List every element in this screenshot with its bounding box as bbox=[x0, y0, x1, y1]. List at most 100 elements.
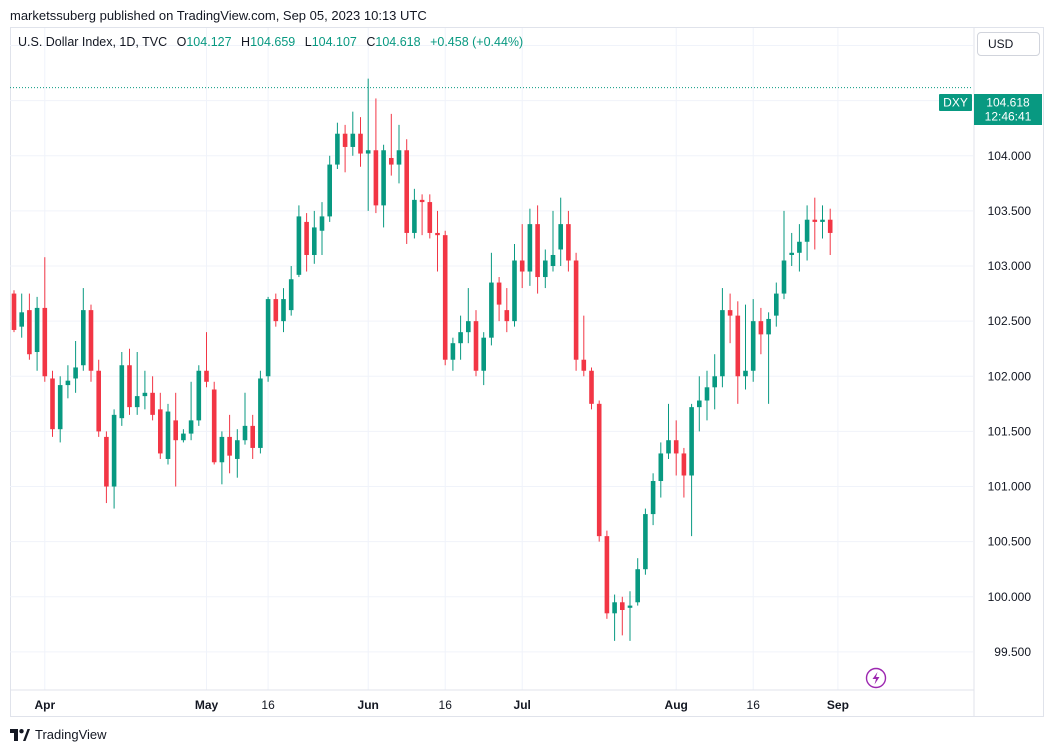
candle-body bbox=[727, 310, 733, 316]
candle-body bbox=[134, 396, 140, 408]
candle-body bbox=[635, 569, 640, 603]
candle-body bbox=[188, 420, 194, 434]
candle-body bbox=[181, 433, 186, 441]
candle-body bbox=[427, 202, 433, 233]
candle-body bbox=[219, 436, 225, 463]
candle-body bbox=[781, 260, 787, 294]
candle-body bbox=[435, 232, 440, 236]
x-tick-label: Apr bbox=[34, 698, 55, 712]
candle-body bbox=[288, 279, 294, 311]
y-tick-label: 103.000 bbox=[988, 259, 1032, 273]
candle-body bbox=[119, 365, 125, 419]
candle-body bbox=[573, 260, 579, 360]
candle-body bbox=[258, 378, 263, 448]
candle-body bbox=[550, 254, 556, 267]
legend-high-value: 104.659 bbox=[250, 35, 296, 49]
ticker-tag: DXY bbox=[943, 96, 968, 110]
candle-body bbox=[273, 299, 279, 322]
legend-low-value: 104.107 bbox=[311, 35, 357, 49]
ticker-tag-bg bbox=[939, 94, 972, 111]
legend-low-label: L bbox=[304, 35, 312, 49]
candle-body bbox=[473, 321, 479, 371]
legend-high-label: H bbox=[241, 35, 251, 49]
y-tick-label: 101.000 bbox=[988, 480, 1032, 494]
candle-body bbox=[673, 440, 679, 454]
candle-body bbox=[42, 307, 48, 377]
candle-body bbox=[735, 315, 741, 377]
x-tick-label: May bbox=[195, 698, 219, 712]
candle-body bbox=[589, 370, 594, 404]
candle-body bbox=[281, 299, 286, 322]
x-tick-label: 16 bbox=[747, 698, 761, 712]
candle-body bbox=[327, 164, 332, 217]
candle-body bbox=[419, 199, 425, 203]
candle-body bbox=[204, 370, 209, 382]
candle-body bbox=[804, 219, 810, 242]
candle-body bbox=[797, 241, 802, 253]
candle-body bbox=[766, 318, 771, 335]
candle-body bbox=[358, 133, 363, 154]
candle-body bbox=[111, 414, 117, 487]
candle-body bbox=[304, 221, 309, 255]
price-tag-countdown: 12:46:41 bbox=[985, 110, 1032, 124]
footer: TradingView bbox=[10, 727, 107, 742]
candle-body bbox=[697, 400, 702, 408]
candle-body bbox=[57, 385, 63, 430]
last-price-tag: DXY 104.618 12:46:41 bbox=[939, 94, 1042, 125]
candle-body bbox=[381, 150, 386, 206]
candle-body bbox=[712, 376, 717, 388]
x-tick-label: Jul bbox=[514, 698, 531, 712]
candle-body bbox=[104, 436, 109, 487]
candle-body bbox=[165, 411, 171, 459]
y-tick-label: 103.500 bbox=[988, 204, 1032, 218]
candle-body bbox=[19, 312, 24, 327]
candle-body bbox=[211, 389, 217, 463]
y-tick-label: 102.000 bbox=[988, 369, 1032, 383]
candle-body bbox=[581, 359, 587, 371]
x-tick-label: Jun bbox=[358, 698, 379, 712]
candle-body bbox=[720, 310, 725, 377]
candle-body bbox=[820, 219, 825, 222]
candle-body bbox=[365, 150, 371, 154]
price-tag-value: 104.618 bbox=[986, 96, 1030, 110]
candle-body bbox=[11, 293, 17, 330]
candle-body bbox=[250, 425, 255, 448]
candle-body bbox=[350, 133, 356, 147]
candle-body bbox=[34, 307, 40, 353]
candle-body bbox=[535, 224, 540, 278]
candle-body bbox=[227, 436, 232, 456]
candle-body bbox=[389, 157, 394, 165]
candle-body bbox=[81, 310, 86, 366]
legend-open-label: O bbox=[176, 35, 187, 49]
candle-body bbox=[704, 387, 710, 401]
time-axis: Apr May 16 Jun 16 Jul Aug 16 Sep bbox=[10, 689, 974, 712]
currency-button[interactable]: USD bbox=[977, 32, 1040, 56]
candle-body bbox=[142, 392, 148, 397]
candle-body bbox=[566, 224, 571, 261]
footer-brand[interactable]: TradingView bbox=[35, 727, 107, 742]
legend-close-value: 104.618 bbox=[375, 35, 421, 49]
candle-body bbox=[689, 407, 694, 476]
candle-body bbox=[743, 370, 748, 377]
candle-body bbox=[412, 199, 417, 233]
candle-body bbox=[27, 310, 32, 355]
candle-body bbox=[596, 403, 602, 537]
ohlc-legend: U.S. Dollar Index, 1D, TVC O104.127 H104… bbox=[18, 35, 523, 49]
lightning-icon[interactable] bbox=[865, 667, 887, 689]
candle-body bbox=[489, 282, 494, 338]
chart-grid bbox=[10, 28, 973, 690]
chart-frame bbox=[10, 27, 1044, 717]
candle-body bbox=[96, 370, 101, 432]
candle-body bbox=[73, 367, 78, 379]
candle-body bbox=[196, 370, 202, 421]
candle-body bbox=[681, 453, 687, 476]
candle-body bbox=[650, 481, 656, 515]
candle-body bbox=[812, 219, 818, 222]
candle-body bbox=[150, 392, 155, 415]
chart-candles bbox=[11, 78, 833, 641]
candle-body bbox=[158, 409, 163, 454]
candle-body bbox=[442, 235, 448, 360]
candle-body bbox=[373, 150, 379, 206]
x-tick-label: Sep bbox=[827, 698, 849, 712]
